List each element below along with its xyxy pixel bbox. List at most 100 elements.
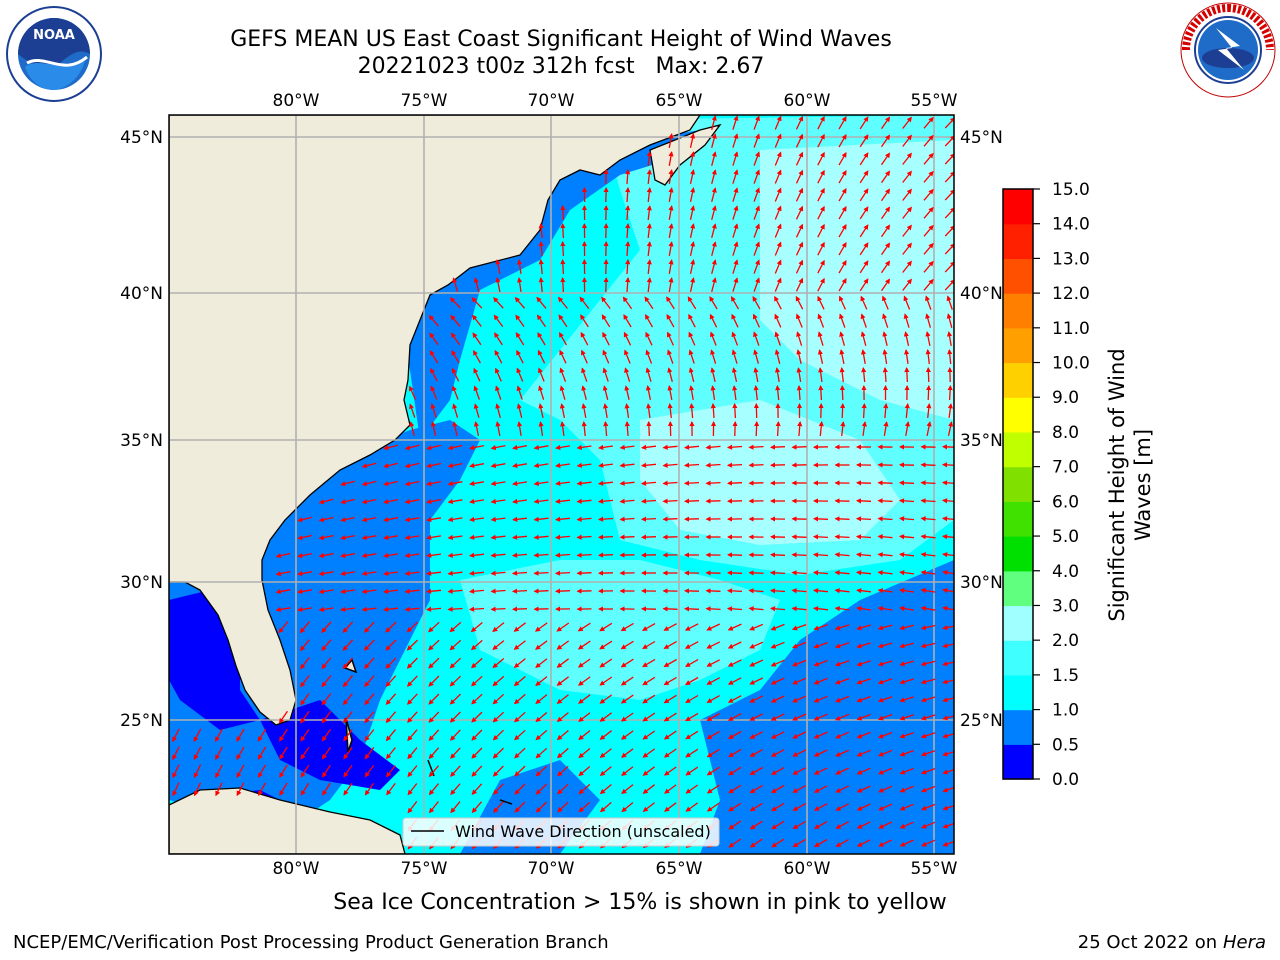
wind-wave-arrow <box>944 135 954 147</box>
wind-wave-arrow <box>920 605 936 612</box>
wind-wave-arrow <box>880 134 891 148</box>
wind-wave-arrow <box>710 367 716 382</box>
wind-wave-arrow <box>883 421 889 437</box>
wind-wave-arrow <box>642 712 656 722</box>
lat-label-left: 30°N <box>120 573 163 593</box>
wind-wave-arrow <box>321 621 332 634</box>
wind-wave-arrow <box>861 421 867 436</box>
wind-wave-arrow <box>318 516 334 523</box>
wind-wave-arrow <box>537 332 546 346</box>
wind-wave-arrow <box>514 729 526 741</box>
lat-labels-left: 45°N 40°N 35°N 30°N 25°N <box>120 128 163 731</box>
wind-wave-arrow <box>625 276 631 293</box>
graticule <box>169 115 954 854</box>
wind-wave-arrow <box>792 713 807 721</box>
wind-wave-arrow <box>882 349 888 365</box>
wind-wave-arrow <box>640 444 657 450</box>
wind-wave-arrow <box>533 480 549 486</box>
wind-wave-arrow <box>813 677 828 685</box>
wind-wave-arrow <box>473 367 481 382</box>
wind-wave-arrow <box>406 675 418 687</box>
wind-wave-arrow <box>322 782 331 796</box>
wind-wave-arrow <box>813 695 828 703</box>
wind-wave-arrow <box>470 639 483 651</box>
wind-wave-arrow <box>663 676 677 686</box>
wind-wave-arrow <box>812 516 829 522</box>
wind-wave-arrow <box>622 296 633 310</box>
wind-wave-arrow <box>236 782 245 797</box>
wind-wave-arrow <box>769 588 786 594</box>
wind-wave-arrow <box>947 384 953 401</box>
wind-wave-arrow <box>642 766 655 776</box>
wind-wave-arrow <box>343 747 353 760</box>
wind-wave-arrow <box>471 747 483 759</box>
wind-wave-arrow <box>517 259 523 274</box>
wind-wave-arrow <box>946 313 953 328</box>
wind-wave-arrow <box>877 552 893 558</box>
wind-wave-arrow <box>343 782 353 796</box>
wind-wave-arrow <box>942 661 954 667</box>
wind-wave-arrow <box>557 783 569 795</box>
wind-wave-arrow <box>942 569 954 576</box>
wind-wave-arrow <box>688 385 695 401</box>
wind-wave-arrow <box>920 624 936 631</box>
wind-wave-arrow <box>512 498 527 504</box>
wind-wave-arrow <box>425 606 442 612</box>
footer-host: Hera <box>1222 932 1266 953</box>
noaa-logo: NOAA <box>6 6 102 102</box>
colorbar-frame <box>1002 188 1034 780</box>
wind-wave-arrow <box>407 747 418 760</box>
wind-wave-arrow <box>731 367 738 382</box>
wind-wave-arrow <box>468 570 485 576</box>
wind-wave-arrow <box>753 259 760 274</box>
wind-wave-arrow <box>429 332 439 346</box>
wind-wave-arrow <box>817 313 825 328</box>
wind-wave-arrow <box>689 277 696 292</box>
wind-wave-arrow <box>942 822 954 829</box>
wind-wave-arrow <box>471 711 483 723</box>
lon-label-bottom: 60°W <box>784 859 831 879</box>
wind-wave-arrow <box>404 534 420 541</box>
wind-wave-arrow <box>877 624 893 631</box>
wind-wave-arrow <box>753 205 760 220</box>
wind-wave-arrow <box>473 421 480 437</box>
wind-wave-arrow <box>642 748 656 758</box>
wind-wave-arrow <box>685 784 699 794</box>
wind-wave-arrow <box>877 713 893 721</box>
wind-wave-arrow <box>560 240 566 257</box>
wind-wave-arrow <box>710 331 717 346</box>
wind-wave-arrow <box>383 552 399 559</box>
wind-wave-arrow <box>925 313 932 328</box>
wind-wave-arrow <box>363 621 375 633</box>
wind-wave-arrow <box>838 295 846 310</box>
wind-wave-arrow <box>770 784 785 794</box>
wind-wave-arrow <box>644 313 654 328</box>
colorbar-segment <box>1003 258 1033 294</box>
wind-wave-arrow <box>817 151 825 166</box>
wind-wave-arrow <box>597 552 614 558</box>
wind-wave-arrow <box>625 204 631 221</box>
wind-wave-arrow <box>538 367 545 382</box>
wind-wave-arrow <box>538 240 544 257</box>
wind-wave-arrow <box>749 802 763 812</box>
wind-wave-arrow <box>753 187 760 202</box>
wind-wave-arrow <box>449 621 462 633</box>
wind-wave-arrow <box>770 677 785 685</box>
wind-wave-arrow <box>172 764 180 779</box>
wind-wave-arrow <box>361 570 377 577</box>
wind-wave-arrow <box>447 588 463 594</box>
wind-wave-arrow <box>300 657 310 670</box>
wind-wave-arrow <box>855 516 872 522</box>
wind-wave-arrow <box>860 331 867 346</box>
wind-wave-arrow <box>340 552 356 559</box>
wind-wave-arrow <box>791 552 807 558</box>
wind-wave-arrow <box>817 223 825 238</box>
wind-wave-arrow <box>361 516 377 523</box>
wind-wave-arrow <box>818 367 824 382</box>
wind-wave-arrow <box>856 713 871 721</box>
wind-wave-arrow <box>469 498 485 505</box>
wind-wave-arrow <box>795 187 804 202</box>
colorbar-tick-label: 5.0 <box>1052 527 1079 547</box>
wind-wave-arrow <box>535 694 548 705</box>
lat-label-right: 30°N <box>960 573 1003 593</box>
